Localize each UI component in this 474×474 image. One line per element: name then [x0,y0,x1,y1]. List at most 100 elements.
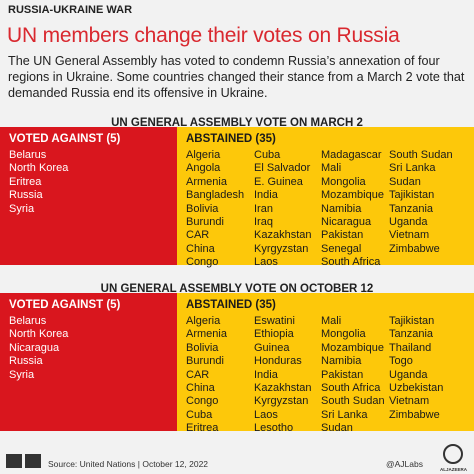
country: China [186,242,215,255]
country: Pakistan [321,229,364,242]
source: Source: United Nations | October 12, 202… [48,459,209,469]
country: E. Guinea [254,175,303,188]
country: Kyrgyzstan [254,242,309,255]
country: North Korea [9,162,69,175]
country: South Sudan [389,149,453,161]
country: Congo [186,395,219,408]
country: Senegal [321,242,362,255]
country: Sudan [321,422,353,435]
country: Togo [389,355,413,368]
country: Vietnam [389,229,430,242]
country: Uganda [389,216,428,228]
country: India [254,189,278,202]
country: Russia [9,189,43,202]
country: Vietnam [389,395,430,408]
country: Madagascar [321,149,382,161]
country: Namibia [321,202,362,215]
country: Mongolia [321,175,366,188]
country: Mali [321,315,342,327]
country: Laos [254,256,278,269]
country: Bolivia [186,341,219,354]
country: Sri Lanka [321,408,368,421]
country: Cuba [254,149,281,161]
country: Syria [9,368,35,381]
brand: ALJAZEERA [440,467,468,472]
country: Mozambique [321,341,384,354]
country: Armenia [186,175,227,188]
country: El Salvador [254,162,311,175]
country: Syria [9,202,35,215]
country: Angola [186,162,221,175]
country: Sudan [389,175,421,188]
country: Algeria [186,149,221,161]
country: Kazakhstan [254,382,312,394]
country: Mongolia [321,328,366,341]
logo-box [25,454,41,468]
brand-logo [443,444,463,464]
country: North Korea [9,328,69,341]
country: Uganda [389,368,428,381]
country: Nicaragua [321,216,372,228]
section-heading: UN GENERAL ASSEMBLY VOTE ON MARCH 2 [111,117,363,129]
abstained-label: ABSTAINED (35) [186,299,276,311]
country: Honduras [254,355,302,368]
country: Iran [254,202,273,215]
abstained-panel: ABSTAINED (35) Algeria Armenia Bolivia Burun… [177,293,474,435]
country: Nicaragua [9,341,60,354]
country: Iraq [254,216,273,228]
country: India [254,368,278,381]
country: Ethiopia [254,328,294,341]
country: Kyrgyzstan [254,395,309,408]
country: Eritrea [9,175,42,188]
abstained-label: ABSTAINED (35) [186,133,276,145]
country: China [186,382,215,394]
country: Russia [9,355,43,368]
against-label: VOTED AGAINST (5) [9,299,121,311]
country: Eswatini [254,315,295,327]
kicker: RUSSIA-UKRAINE WAR [8,4,133,16]
country: Mozambique [321,189,384,202]
title: UN members change their votes on Russia [7,24,400,47]
country: CAR [186,229,210,242]
country: Belarus [9,149,47,161]
country: South Africa [321,382,381,394]
country: Laos [254,408,278,421]
country: Burundi [186,355,224,368]
country: Pakistan [321,368,364,381]
against-panel: VOTED AGAINST (5) Belarus North Korea Nicar… [0,293,177,431]
country: Zimbabwe [389,242,440,255]
country: Tanzania [389,202,434,215]
country: Algeria [186,315,221,327]
country: Cuba [186,408,213,421]
country: Burundi [186,216,224,228]
against-panel: VOTED AGAINST (5) Belarus North Korea Eritr… [0,127,177,265]
logos [6,454,41,468]
country: Armenia [186,328,227,341]
country: Bangladesh [186,189,245,202]
country: Namibia [321,355,362,368]
logo-box [6,454,22,468]
handle: @AJLabs [386,459,423,469]
country: Thailand [389,341,432,354]
subtitle: The UN General Assembly has voted to con… [8,54,465,100]
country: Tanzania [389,328,434,341]
section-heading: UN GENERAL ASSEMBLY VOTE ON OCTOBER 12 [100,283,374,295]
country: Kazakhstan [254,229,312,242]
country: Eritrea [186,422,219,435]
country: CAR [186,368,210,381]
country: Sri Lanka [389,162,436,175]
country: Belarus [9,315,47,327]
country: Congo [186,256,219,269]
country: South Africa [321,256,381,269]
country: Tajikistan [389,315,435,327]
logo-mark [443,444,463,464]
country: Uzbekistan [389,382,444,394]
abstained-panel: ABSTAINED (35) Algeria Angola Armenia Bangla… [177,127,474,269]
country: South Sudan [321,395,385,408]
country: Lesotho [254,422,294,435]
against-label: VOTED AGAINST (5) [9,133,121,145]
country: Bolivia [186,202,219,215]
country: Mali [321,162,342,175]
country: Tajikistan [389,189,435,202]
